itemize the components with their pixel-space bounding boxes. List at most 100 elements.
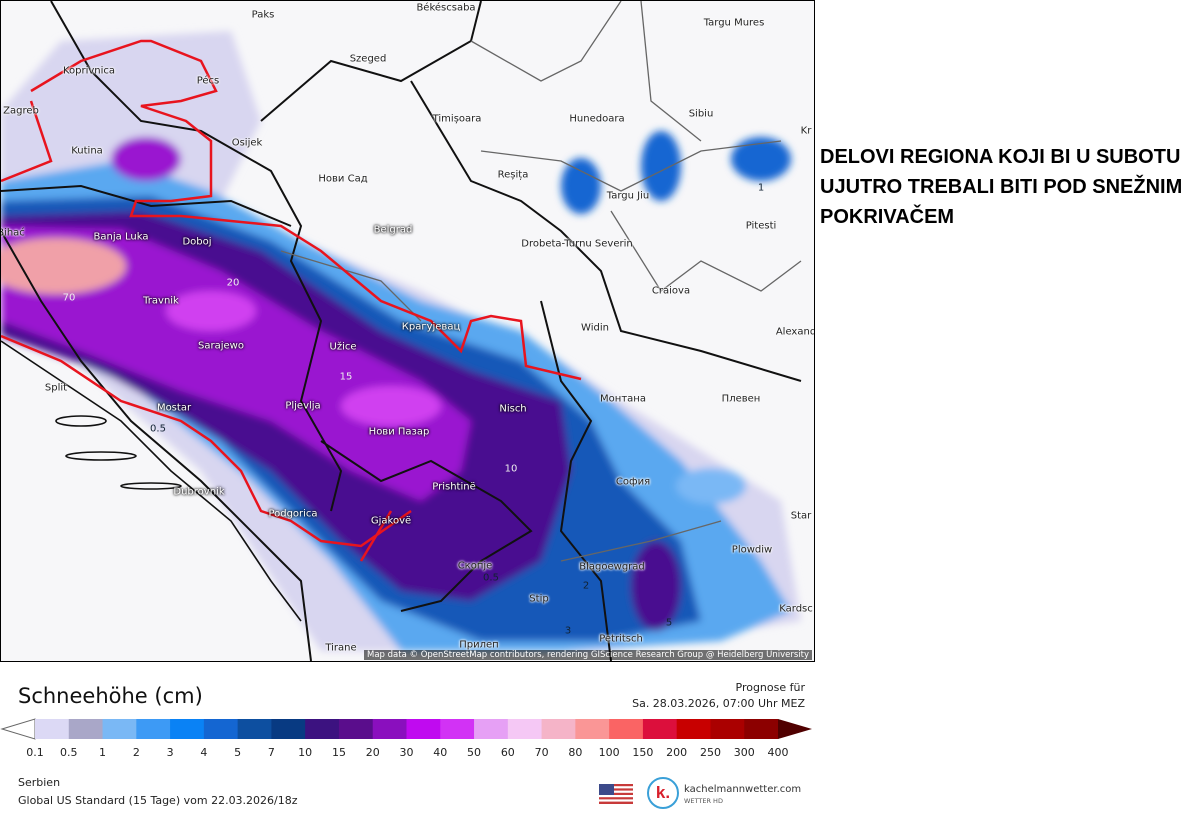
- contour-label: 2: [582, 580, 590, 592]
- snow-spot: [631, 541, 681, 631]
- scale-tick-label: 5: [234, 746, 242, 759]
- city-label: Békéscsaba: [416, 2, 476, 14]
- city-label: Doboj: [182, 236, 212, 248]
- city-label: Podgorica: [268, 508, 318, 520]
- contour-label: 1: [757, 182, 765, 194]
- snow-spot: [676, 468, 746, 504]
- city-label: Плевен: [721, 393, 761, 405]
- scale-swatch: [642, 719, 678, 739]
- scale-tick-label: 2: [132, 746, 140, 759]
- scale-tick-label: 15: [331, 746, 346, 759]
- map-credit: Map data © OpenStreetMap contributors, r…: [364, 650, 812, 660]
- snow-pink-field: [1, 238, 126, 294]
- contour-label: 0.5: [150, 423, 166, 435]
- scale-tick-label: 400: [767, 746, 789, 759]
- country-borders: [1, 1, 802, 661]
- scale-swatch: [237, 719, 272, 739]
- scale-swatch: [271, 719, 306, 739]
- snow-spot: [641, 131, 681, 201]
- city-label: Banja Luka: [93, 231, 149, 243]
- contour-label: 15: [339, 371, 353, 383]
- scale-tick-label: 150: [632, 746, 654, 759]
- snow-fields: [1, 31, 801, 651]
- scale-swatch: [406, 719, 441, 739]
- scale-tick-label: 40: [433, 746, 448, 759]
- city-label: Stip: [529, 593, 549, 605]
- contour-label: 10: [504, 463, 518, 475]
- scale-swatch: [575, 719, 610, 739]
- highlighted-area-outline: [1, 39, 582, 562]
- snow-violet-spot: [166, 291, 256, 331]
- city-label: Star: [790, 510, 812, 522]
- city-label: Travnik: [143, 295, 179, 307]
- snow-violet-field: [1, 226, 471, 501]
- scale-tick-label: 0.1: [26, 746, 44, 759]
- scale-tick-label: 10: [298, 746, 313, 759]
- kachelmann-logo[interactable]: k.: [647, 777, 679, 809]
- scale-underflow-arrow: [0, 718, 36, 740]
- city-label: Paks: [251, 9, 275, 21]
- coastline: [1, 340, 302, 622]
- city-label: Gjakovë: [370, 515, 412, 527]
- city-label: Petritsch: [599, 633, 643, 645]
- legend-title: Schneehöhe (cm): [18, 684, 203, 708]
- forecast-time: Sa. 28.03.2026, 07:00 Uhr MEZ: [632, 697, 805, 710]
- contour-label: 70: [62, 292, 76, 304]
- city-label: Sarajewo: [198, 340, 244, 352]
- city-label: Kardsc: [779, 603, 813, 615]
- snow-spot: [561, 158, 601, 214]
- scale-overflow-arrow: [778, 719, 812, 739]
- city-label: Tirane: [325, 642, 357, 654]
- snow-depth-map[interactable]: Paks Békéscsaba Targu Mures Szeged Koprivnic…: [0, 0, 815, 662]
- snow-spot: [731, 137, 791, 181]
- scale-tick-label: 100: [598, 746, 620, 759]
- city-label: Widin: [581, 322, 609, 334]
- scale-swatch: [609, 719, 644, 739]
- contour-label: 0.5: [483, 572, 499, 584]
- region-borders: [280, 1, 802, 562]
- scale-swatch: [440, 719, 475, 739]
- city-label: Zagreb: [3, 105, 39, 117]
- scale-swatch: [170, 719, 205, 739]
- scale-tick-label: 60: [500, 746, 515, 759]
- city-label: Mostar: [156, 402, 192, 414]
- map-layers: [1, 1, 802, 661]
- contour-label: 3: [564, 625, 572, 637]
- city-label: Kutina: [71, 145, 103, 157]
- scale-swatch: [35, 719, 70, 739]
- scale-tick-label: 4: [200, 746, 208, 759]
- city-label: Nisch: [499, 403, 527, 415]
- brand-name[interactable]: kachelmannwetter.com: [684, 784, 802, 795]
- city-label: Нови Сад: [318, 173, 368, 185]
- scale-tick-label: 20: [365, 746, 380, 759]
- city-label: Drobeta-Turnu Severin: [521, 238, 633, 250]
- scale-tick-label: 0.5: [60, 746, 78, 759]
- city-label: Нови Пазар: [368, 426, 430, 438]
- scale-swatch: [541, 719, 576, 739]
- city-label: Sibiu: [688, 108, 714, 120]
- logo-letter: k.: [655, 783, 671, 802]
- region-name: Serbien: [18, 776, 61, 789]
- city-label: Прилеп: [459, 639, 499, 651]
- city-label: София: [615, 476, 651, 488]
- brand-subtitle: WETTER HD: [684, 797, 723, 805]
- city-label: Крагујевац: [401, 321, 461, 333]
- city-label: Targu Mures: [703, 17, 765, 29]
- city-label: Timișoara: [432, 113, 482, 125]
- city-label: Craiova: [651, 285, 691, 297]
- city-label: Belgrad: [373, 224, 413, 236]
- city-label: Szeged: [349, 53, 387, 65]
- scale-swatch: [136, 719, 171, 739]
- color-scale: [0, 718, 812, 740]
- scale-swatch: [372, 719, 407, 739]
- scale-swatch: [305, 719, 340, 739]
- scale-tick-label: 250: [699, 746, 721, 759]
- city-label: Pécs: [196, 75, 220, 87]
- city-label: Osijek: [231, 137, 263, 149]
- us-flag-icon[interactable]: [599, 784, 633, 804]
- snow-violet-spot: [341, 386, 441, 426]
- scale-tick-label: 50: [467, 746, 482, 759]
- scale-swatch: [102, 719, 137, 739]
- city-label: Split: [44, 382, 68, 394]
- scale-tick-label: 70: [534, 746, 549, 759]
